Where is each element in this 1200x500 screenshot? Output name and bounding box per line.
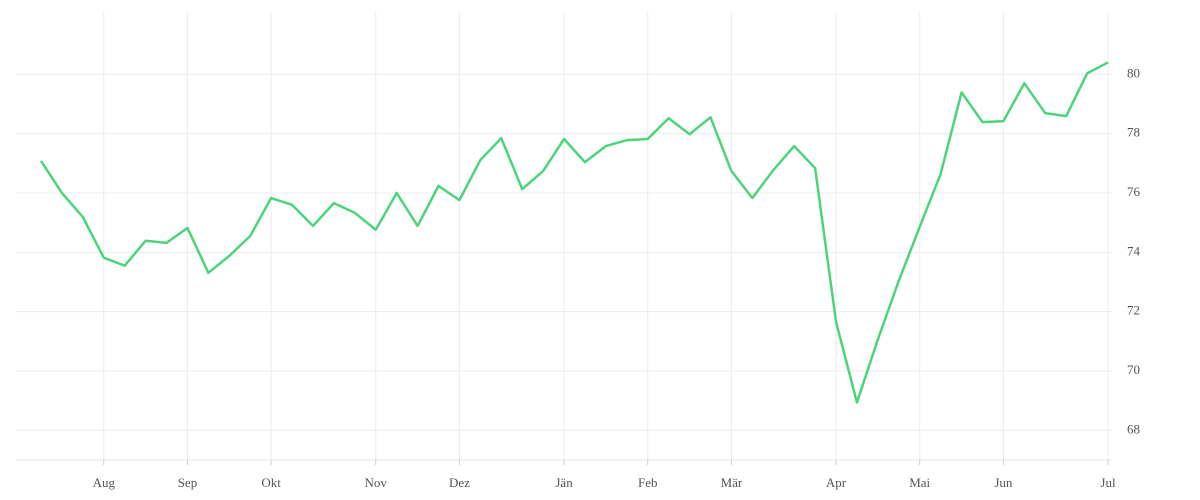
x-tick-label: Dez: [449, 475, 470, 490]
y-tick-label: 78: [1127, 125, 1140, 140]
y-tick-label: 76: [1127, 184, 1141, 199]
y-tick-label: 74: [1127, 243, 1141, 258]
x-tick-label: Nov: [365, 475, 388, 490]
x-tick-label: Feb: [638, 475, 658, 490]
x-tick-label: Sep: [178, 475, 198, 490]
x-tick-label: Jun: [994, 475, 1013, 490]
x-tick-label: Jän: [555, 475, 573, 490]
x-tick-label: Okt: [261, 475, 281, 490]
x-tick-label: Mär: [721, 475, 743, 490]
y-tick-label: 68: [1127, 421, 1140, 436]
y-tick-label: 80: [1127, 65, 1140, 80]
x-tick-label: Aug: [93, 475, 116, 490]
data-line: [39, 61, 1109, 404]
x-tick-label: Mai: [909, 475, 930, 490]
x-tick-label: Apr: [826, 475, 847, 490]
y-tick-label: 70: [1127, 362, 1140, 377]
y-tick-label: 72: [1127, 303, 1140, 318]
x-tick-label: Jul: [1100, 475, 1116, 490]
